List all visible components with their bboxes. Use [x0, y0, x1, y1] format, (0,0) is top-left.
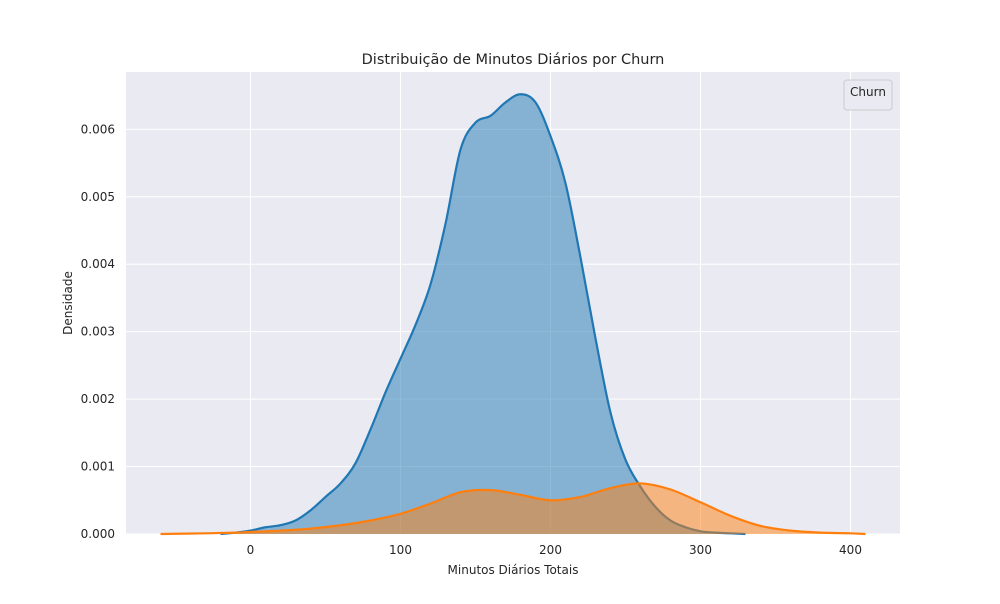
density-area-series-1 — [160, 483, 866, 534]
x-axis-label: Minutos Diários Totais — [448, 563, 579, 577]
y-tick-label: 0.004 — [81, 257, 115, 271]
y-tick-labels: 0.000 0.001 0.002 0.003 0.004 0.005 0.006 — [81, 122, 115, 541]
density-line-series-1 — [160, 482, 866, 536]
x-tick-labels: 0 100 200 300 400 — [247, 543, 862, 557]
y-tick-label: 0.006 — [81, 122, 115, 136]
density-area-series-0 — [220, 94, 746, 534]
y-tick-label: 0.003 — [81, 325, 115, 339]
chart-title: Distribuição de Minutos Diários por Chur… — [362, 52, 665, 68]
x-tick-label: 0 — [247, 543, 255, 557]
x-tick-label: 100 — [389, 543, 412, 557]
x-tick-label: 300 — [689, 543, 712, 557]
legend-box — [843, 79, 893, 111]
x-tick-label: 400 — [839, 543, 862, 557]
y-tick-label: 0.000 — [81, 527, 115, 541]
y-tick-label: 0.002 — [81, 392, 115, 406]
y-tick-label: 0.005 — [81, 190, 115, 204]
x-tick-label: 200 — [539, 543, 562, 557]
y-tick-label: 0.001 — [81, 460, 115, 474]
legend-title: Churn — [850, 85, 886, 99]
density-areas — [160, 93, 866, 536]
legend: Churn — [843, 79, 893, 111]
y-axis-label: Densidade — [61, 271, 75, 335]
